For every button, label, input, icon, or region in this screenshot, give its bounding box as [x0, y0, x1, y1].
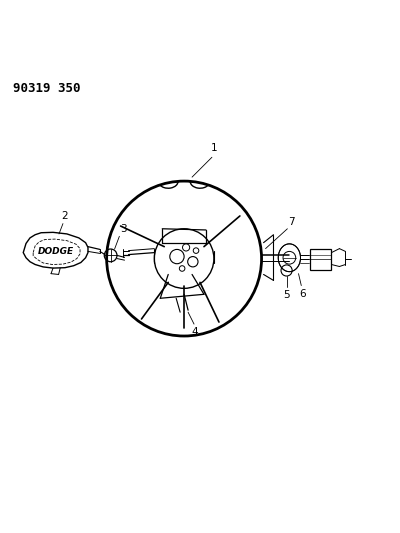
Bar [310, 249, 332, 270]
Text: 4: 4 [192, 327, 198, 337]
Text: 2: 2 [61, 211, 68, 221]
Text: 6: 6 [299, 289, 306, 298]
Text: 90319 350: 90319 350 [13, 82, 81, 95]
Text: 1: 1 [210, 143, 217, 154]
Text: DODGE: DODGE [38, 247, 74, 256]
Text: 5: 5 [283, 290, 290, 300]
Text: 3: 3 [120, 224, 127, 234]
Text: 7: 7 [288, 217, 295, 227]
